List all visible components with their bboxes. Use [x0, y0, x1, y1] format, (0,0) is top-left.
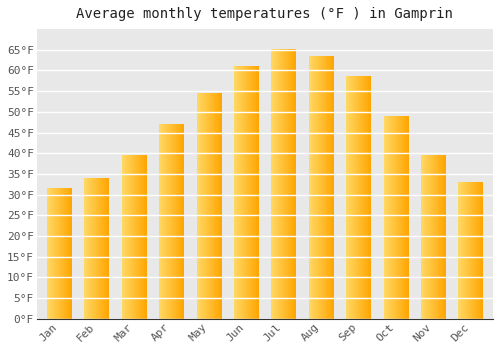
Title: Average monthly temperatures (°F ) in Gamprin: Average monthly temperatures (°F ) in Ga…	[76, 7, 454, 21]
